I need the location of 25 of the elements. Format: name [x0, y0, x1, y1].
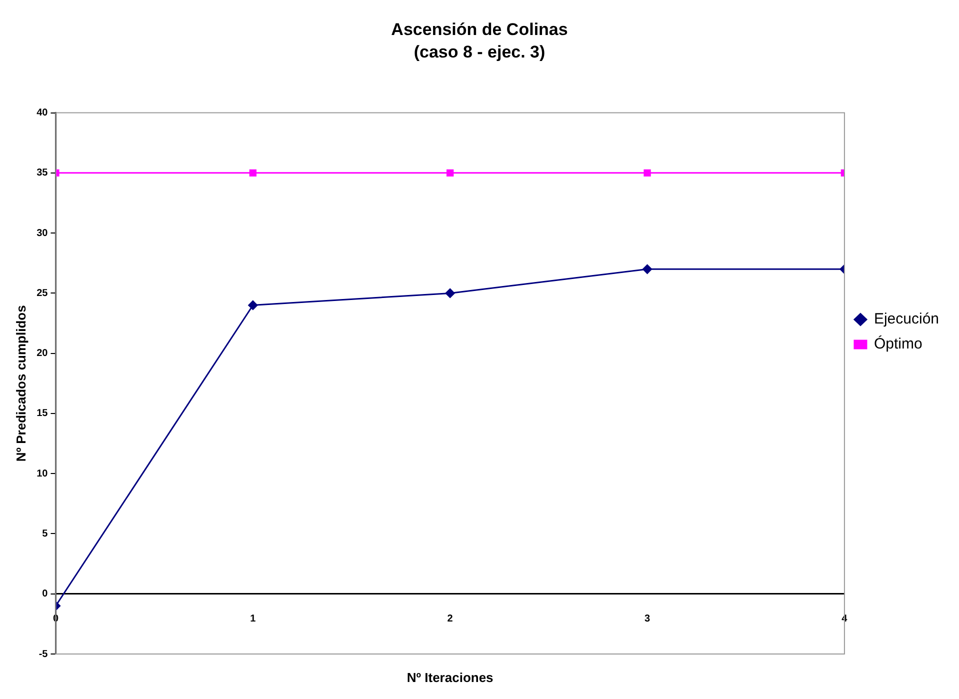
y-tick-label: 20	[36, 348, 48, 360]
y-tick-label: 10	[36, 468, 48, 480]
point	[446, 169, 454, 177]
y-tick-label: -5	[38, 648, 48, 660]
y-tick-label: 0	[42, 588, 48, 600]
point	[249, 169, 256, 177]
y-tick-label: 40	[36, 108, 48, 119]
legend-label: Ejecución	[874, 310, 940, 328]
point	[642, 264, 652, 274]
x-tick-label: 3	[644, 614, 650, 625]
y-tick-label: 25	[36, 288, 48, 299]
y-tick-label: 5	[42, 528, 48, 540]
chart-subtitle: (caso 8 - ejec. 3)	[414, 42, 546, 62]
point	[445, 288, 455, 298]
x-tick-label: 2	[447, 614, 454, 625]
legend-label: Óptimo	[874, 334, 922, 353]
y-tick-label: 15	[36, 408, 48, 420]
x-tick-label: 1	[250, 614, 256, 625]
x-axis-title: Nº Iteraciones	[406, 670, 494, 686]
y-tick-label: 35	[36, 168, 48, 179]
chart-title: Ascensión de Colinas	[391, 20, 568, 39]
point	[248, 300, 258, 310]
point	[644, 169, 651, 177]
y-axis-title: Nº Predicados cumplidos	[13, 305, 28, 462]
y-tick-label: 30	[36, 228, 48, 239]
